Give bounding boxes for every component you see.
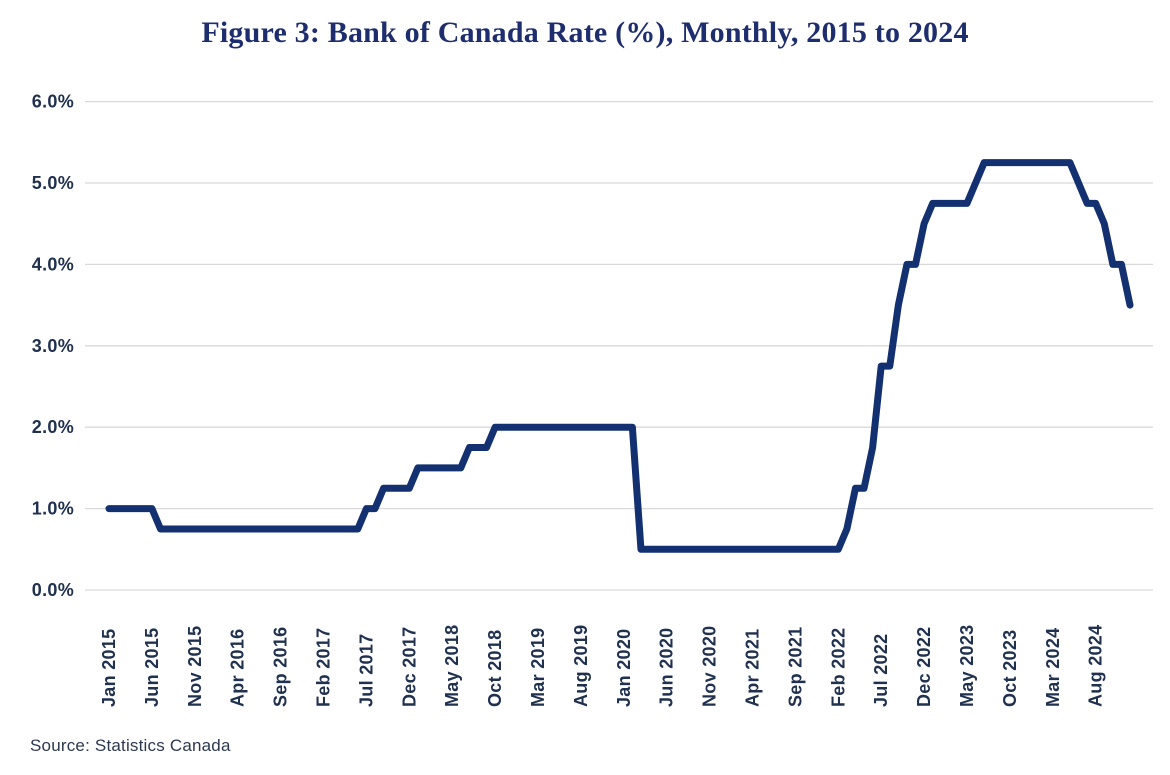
x-tick-label: Apr 2016 <box>228 629 248 707</box>
x-tick-label: Oct 2018 <box>485 630 505 707</box>
x-tick-label: Nov 2015 <box>185 626 205 707</box>
rate-line-series <box>105 159 1134 553</box>
y-tick-label: 2.0% <box>32 417 74 437</box>
source-note: Source: Statistics Canada <box>30 736 231 755</box>
y-tick-label: 5.0% <box>32 173 74 193</box>
x-tick-label: Jun 2020 <box>657 628 677 707</box>
x-tick-label: Jul 2017 <box>356 634 376 707</box>
x-tick-label: Nov 2020 <box>700 626 720 707</box>
x-tick-label: May 2023 <box>957 625 977 707</box>
x-tick-label: Jan 2020 <box>614 629 634 707</box>
x-tick-label: Aug 2019 <box>571 625 591 707</box>
x-tick-label: Dec 2017 <box>399 627 419 707</box>
x-tick-label: Apr 2021 <box>743 629 763 707</box>
y-tick-label: 3.0% <box>32 336 74 356</box>
gridlines <box>85 100 1153 591</box>
x-tick-label: May 2018 <box>442 625 462 707</box>
x-tick-label: Jan 2015 <box>99 629 119 707</box>
y-tick-label: 4.0% <box>32 254 74 274</box>
y-tick-label: 1.0% <box>32 499 74 519</box>
x-axis-tick-labels: Jan 2015 Jun 2015 Nov 2015 Apr 2016 Sep 2016… <box>99 625 1106 707</box>
x-tick-label: Sep 2016 <box>271 627 291 707</box>
x-tick-label: Mar 2019 <box>528 628 548 707</box>
x-tick-label: Feb 2017 <box>314 628 334 707</box>
chart-title: Figure 3: Bank of Canada Rate (%), Month… <box>201 16 969 49</box>
x-tick-label: Jun 2015 <box>142 628 162 707</box>
x-tick-label: Mar 2024 <box>1043 628 1063 707</box>
x-tick-label: Feb 2022 <box>828 628 848 707</box>
x-tick-label: Aug 2024 <box>1086 625 1106 707</box>
y-axis-tick-labels: 6.0% 5.0% 4.0% 3.0% 2.0% 1.0% 0.0% <box>32 92 74 600</box>
x-tick-label: Jul 2022 <box>871 634 891 707</box>
x-tick-label: Dec 2022 <box>914 627 934 707</box>
x-tick-label: Sep 2021 <box>785 627 805 707</box>
y-tick-label: 6.0% <box>32 92 74 112</box>
x-tick-label: Oct 2023 <box>1000 630 1020 707</box>
y-tick-label: 0.0% <box>32 580 74 600</box>
rate-line <box>105 159 1134 553</box>
